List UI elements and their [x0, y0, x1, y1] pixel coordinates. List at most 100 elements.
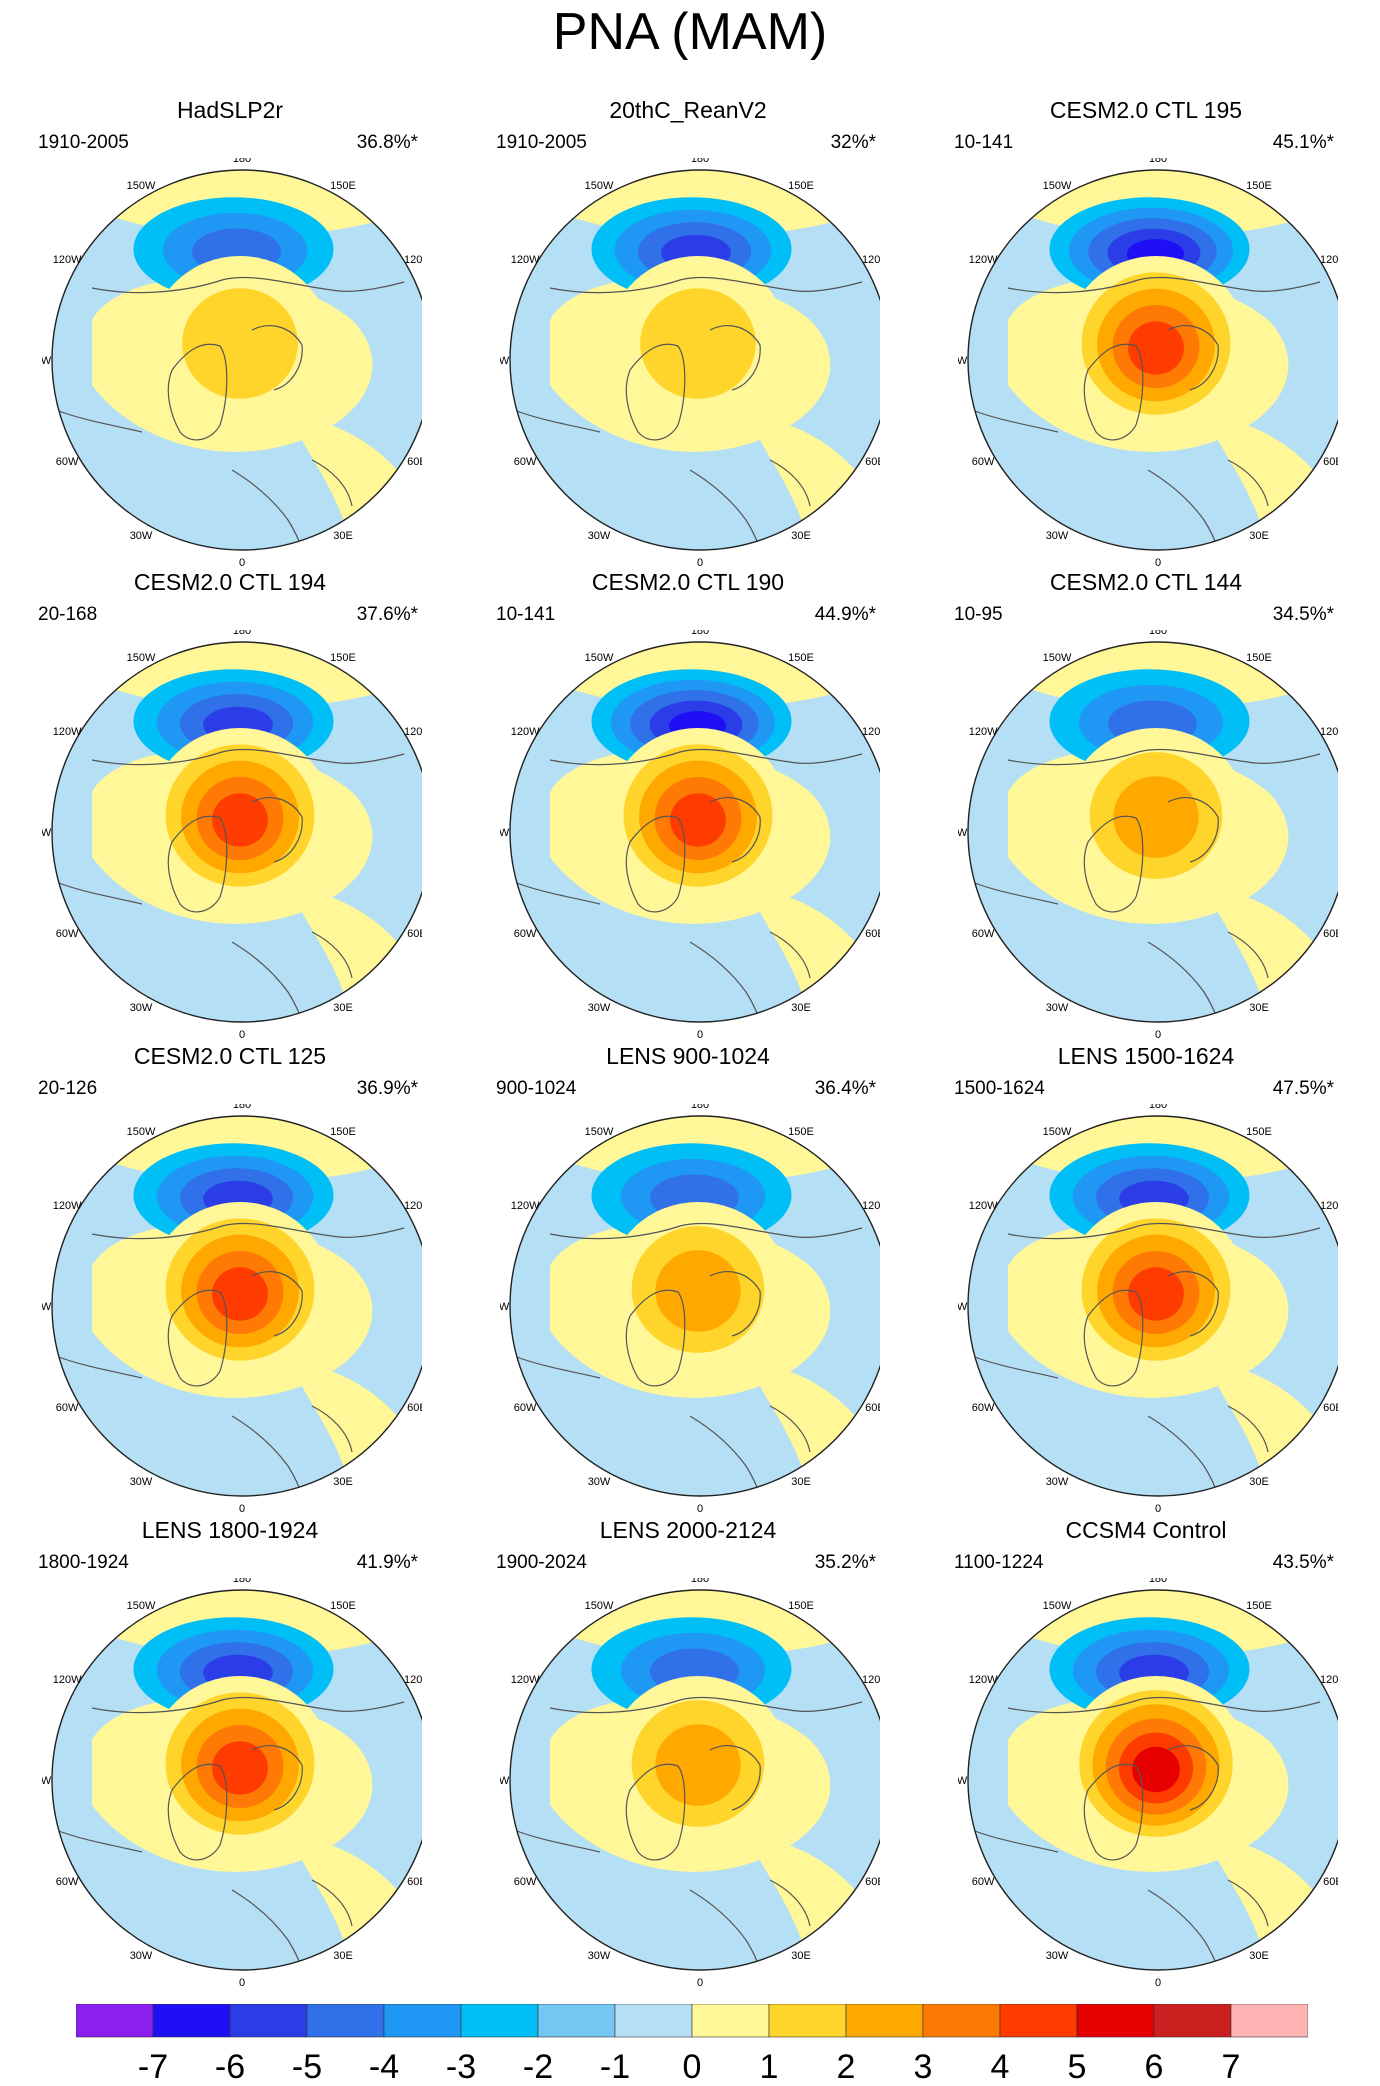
coastline: [549, 1696, 863, 1714]
colorbar-label: 0: [683, 2048, 702, 2086]
panel-variance: 41.9%*: [356, 1552, 418, 1573]
longitude-label: 150E: [788, 1600, 814, 1612]
longitude-label: 90W: [42, 827, 52, 839]
longitude-label: 150W: [1043, 1126, 1072, 1138]
longitude-label: 150W: [585, 1126, 614, 1138]
colorbar-swatch: [614, 2004, 693, 2038]
panel-variance: 36.4%*: [814, 1078, 876, 1099]
longitude-label: 30E: [1249, 1950, 1269, 1962]
polar-map: 180150E120E90E60E30E030W60W90W120W150W: [42, 630, 422, 1041]
positive-band-north: [62, 1116, 422, 1182]
positive-band-north: [978, 170, 1338, 236]
longitude-label: 120W: [511, 726, 540, 738]
coastline: [769, 931, 811, 979]
positive-contour: [1132, 1746, 1180, 1793]
longitude-label: 30W: [1046, 1476, 1069, 1488]
panel-title: LENS 1500-1624: [1057, 1043, 1235, 1069]
panel-title: HadSLP2r: [176, 97, 284, 123]
coastline: [251, 797, 303, 863]
longitude-label: 120E: [404, 1674, 422, 1686]
positive-contour: [182, 288, 298, 399]
longitude-label: 150E: [1246, 180, 1272, 192]
longitude-label: 120W: [969, 1674, 998, 1686]
panel-period: 10-95: [954, 604, 1003, 625]
positive-contour: [655, 1250, 741, 1332]
longitude-label: 30W: [130, 530, 153, 542]
map-boundary: [509, 1115, 880, 1497]
colorbar: -7 -6 -5 -4 -3 -2 -1 0 1 2 3 4 5 6 7: [76, 2004, 1308, 2086]
positive-band-north: [978, 1590, 1338, 1656]
longitude-label: 30W: [588, 1002, 611, 1014]
longitude-label: 0: [239, 1977, 245, 1989]
longitude-label: 30E: [1249, 1002, 1269, 1014]
map-boundary: [51, 169, 422, 551]
coastline: [167, 815, 228, 913]
longitude-label: 150W: [127, 652, 156, 664]
longitude-label: 90W: [500, 355, 510, 367]
panel-variance: 45.1%*: [1272, 132, 1334, 153]
coastline: [167, 1763, 228, 1861]
panel-period: 1500-1624: [954, 1078, 1045, 1099]
longitude-label: 150W: [127, 1600, 156, 1612]
positive-contour: [655, 1724, 741, 1806]
longitude-label: 120E: [862, 1200, 880, 1212]
map-panel: LENS 1500-1624 1500-1624 47.5%* 180 150E 120E…: [916, 1042, 1376, 1515]
longitude-label: 90W: [42, 1775, 52, 1787]
longitude-label: 180: [691, 630, 709, 637]
colorbar-label: -7: [138, 2048, 168, 2086]
colorbar-label: 6: [1145, 2048, 1164, 2086]
longitude-label: 150E: [330, 652, 356, 664]
longitude-label: 30E: [1249, 530, 1269, 542]
longitude-label: 90W: [958, 1301, 968, 1313]
coastline: [769, 1405, 811, 1453]
coastline: [55, 1355, 143, 1379]
polar-map: 180150E120E90E60E30E030W60W90W120W150W: [42, 1578, 422, 1989]
longitude-label: 120W: [511, 254, 540, 266]
positive-contour: [212, 793, 268, 847]
coastline: [513, 1355, 601, 1379]
positive-contour: [670, 793, 726, 847]
coastline: [709, 1271, 761, 1337]
panel-variance: 43.5%*: [1272, 1552, 1334, 1573]
colorbar-swatch: [306, 2004, 385, 2038]
longitude-label: 120W: [969, 1200, 998, 1212]
coastline: [625, 815, 686, 913]
panel-variance: 36.9%*: [356, 1078, 418, 1099]
longitude-label: 0: [697, 1977, 703, 1989]
longitude-label: 30E: [333, 1002, 353, 1014]
longitude-label: 180: [1149, 1104, 1167, 1111]
longitude-label: 60W: [514, 1402, 537, 1414]
coastline: [625, 1763, 686, 1861]
map-panel: CESM2.0 CTL 194 20-168 37.6%* 180 150E 120E 90…: [0, 568, 460, 1041]
coastline: [709, 797, 761, 863]
colorbar-label: -3: [446, 2048, 476, 2086]
colorbar-label: 2: [837, 2048, 856, 2086]
colorbar-label: -2: [523, 2048, 553, 2086]
coastline: [971, 1829, 1059, 1853]
map-boundary: [967, 1115, 1338, 1497]
longitude-label: 30W: [1046, 1002, 1069, 1014]
coastline: [513, 409, 601, 433]
colorbar-swatch: [152, 2004, 231, 2038]
coastline: [625, 1289, 686, 1387]
longitude-label: 0: [1155, 1029, 1161, 1041]
map-boundary: [967, 1589, 1338, 1971]
longitude-label: 30W: [130, 1476, 153, 1488]
coastline: [251, 1745, 303, 1811]
longitude-label: 60E: [407, 1402, 422, 1414]
coastline: [1227, 1405, 1269, 1453]
colorbar-swatch: [845, 2004, 924, 2038]
colorbar-swatch: [383, 2004, 462, 2038]
panel-variance: 44.9%*: [814, 604, 876, 625]
longitude-label: 30E: [333, 1476, 353, 1488]
longitude-label: 30E: [791, 1002, 811, 1014]
longitude-label: 30W: [130, 1002, 153, 1014]
positive-contour: [1128, 1267, 1184, 1321]
positive-band-north: [520, 642, 880, 708]
panel-title: CESM2.0 CTL 144: [1049, 569, 1243, 595]
longitude-label: 60W: [972, 456, 995, 468]
main-title: PNA (MAM): [552, 3, 828, 61]
longitude-label: 60E: [1323, 1402, 1338, 1414]
longitude-label: 90W: [500, 1775, 510, 1787]
colorbar-label: 7: [1222, 2048, 1241, 2086]
